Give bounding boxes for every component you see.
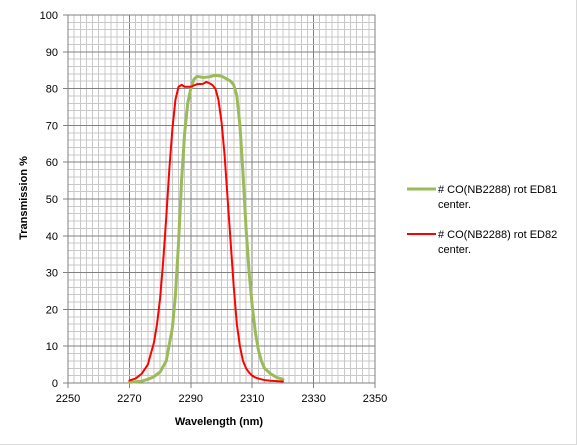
legend-label-1-line2: center. [438, 199, 471, 211]
y-tick-label: 60 [46, 157, 58, 169]
series-line-2 [128, 80, 284, 383]
legend-label-2-line1: # CO(NB2288) rot ED82 [438, 229, 557, 241]
x-tick-label: 2290 [179, 393, 203, 405]
x-tick-label: 2250 [56, 393, 80, 405]
x-tick-label: 2310 [240, 393, 264, 405]
series-lines [127, 73, 285, 384]
y-tick-label: 40 [46, 231, 58, 243]
y-tick-label: 30 [46, 268, 58, 280]
x-axis-label: Wavelength (nm) [175, 416, 264, 428]
y-tick-label: 10 [46, 341, 58, 353]
grid [67, 14, 376, 384]
y-tick-label: 80 [46, 84, 58, 96]
legend: # CO(NB2288) rot ED81 center. # CO(NB2288)… [407, 184, 557, 256]
y-tick-label: 70 [46, 120, 58, 132]
legend-label-1-line1: # CO(NB2288) rot ED81 [438, 184, 557, 196]
y-tick-label: 0 [52, 378, 58, 390]
x-tick-label: 2350 [363, 393, 387, 405]
tick-labels: 2250 2270 2290 2310 2330 2350 0 10 20 30 40 50 60 70 8… [40, 10, 388, 405]
y-tick-label: 90 [46, 47, 58, 59]
x-tick-label: 2330 [301, 393, 325, 405]
y-tick-label: 20 [46, 304, 58, 316]
legend-label-2-line2: center. [438, 244, 471, 256]
series-line-1 [127, 73, 285, 384]
x-tick-label: 2270 [117, 393, 141, 405]
y-axis-label: Transmission % [18, 156, 30, 240]
axes [63, 14, 376, 388]
y-tick-label: 50 [46, 194, 58, 206]
y-tick-label: 100 [40, 10, 58, 22]
